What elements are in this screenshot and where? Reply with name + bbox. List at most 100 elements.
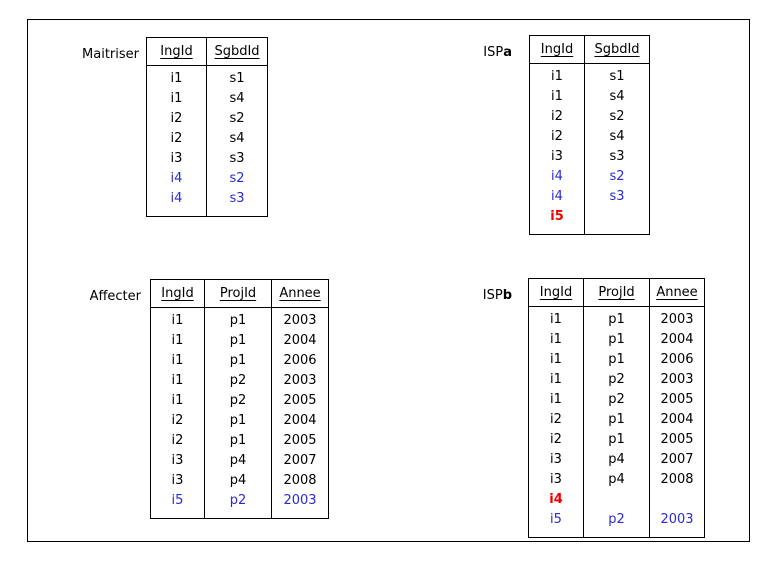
table-cell: s2 <box>206 109 268 129</box>
table-cell: i1 <box>171 313 184 328</box>
table-cell: 2003 <box>649 370 705 390</box>
table-cell: i3 <box>550 452 562 467</box>
table-row: i4 s2 <box>530 167 650 187</box>
table-cell: 2008 <box>649 470 705 490</box>
table-cell: i1 <box>171 353 184 368</box>
table-body: i1 s1 i1 s4 i2 s2 i2 s4 i3 s3 i4 s2 i4 s3 <box>147 65 268 217</box>
table-cell: 2005 <box>649 430 705 450</box>
table-label-bold-text: a <box>503 45 512 60</box>
table-header-row: IngId SgbdId <box>529 35 650 64</box>
table-cell: i1 <box>171 333 184 348</box>
table-cell: s3 <box>206 189 268 217</box>
table-header-row: IngId SgbdId <box>146 37 268 66</box>
table-cell: p1 <box>204 307 272 331</box>
table-row: i5 <box>530 207 650 235</box>
table-cell: i1 <box>171 393 184 408</box>
table-cell: s2 <box>584 167 650 187</box>
table-cell: i2 <box>551 109 563 124</box>
table-cell: i1 <box>170 71 183 86</box>
table-row: i2 p1 2005 <box>529 430 705 450</box>
table-row: i1 s1 <box>530 63 650 87</box>
table-cell: 2004 <box>271 331 329 351</box>
table-cell: i1 <box>550 352 562 367</box>
table-cell: 2006 <box>649 350 705 370</box>
table-cell: s3 <box>584 187 650 207</box>
table-cell: p4 <box>583 450 650 470</box>
table-group-ispa: ISPa IngId SgbdId i1 s1 i1 s4 i2 s2 i2 s4 i3 s3 i4 s… <box>483 35 650 235</box>
table-cell: i4 <box>549 492 563 507</box>
table-row: i2 s4 <box>147 129 268 149</box>
table-cell: 2005 <box>271 391 329 411</box>
table-row: i3 p4 2007 <box>529 450 705 470</box>
table-cell: 2004 <box>649 410 705 430</box>
table-row: i2 p1 2004 <box>529 410 705 430</box>
column-header: ProjId <box>204 279 272 308</box>
table-group-maitriser: Maitriser IngId SgbdId i1 s1 i1 s4 i2 s2 i2 s4 i3… <box>82 37 268 217</box>
table-row: i2 s2 <box>530 107 650 127</box>
table-cell: i5 <box>550 512 562 527</box>
table-label-text: Maitriser <box>82 47 139 62</box>
relation-table-ispb: IngId ProjId Annee i1 p1 2003 i1 p1 2004 i1 p1 200… <box>528 278 705 538</box>
table-cell: s3 <box>584 147 650 167</box>
column-header: IngId <box>161 286 194 301</box>
table-cell: 2003 <box>271 371 329 391</box>
table-cell: s4 <box>206 129 268 149</box>
table-cell: p2 <box>204 391 272 411</box>
table-cell: i3 <box>171 473 184 488</box>
table-cell: i3 <box>550 472 562 487</box>
table-header-row: IngId ProjId Annee <box>150 279 329 308</box>
table-cell: 2003 <box>271 307 329 331</box>
table-cell: i1 <box>171 373 184 388</box>
table-cell: p1 <box>204 431 272 451</box>
table-cell: p1 <box>583 306 650 330</box>
table-cell: i1 <box>551 69 563 84</box>
table-row: i4 <box>529 490 705 510</box>
table-cell: p4 <box>583 470 650 490</box>
table-row: i3 p4 2007 <box>151 451 329 471</box>
table-label-maitriser: Maitriser <box>82 41 139 68</box>
table-cell: i5 <box>171 493 184 508</box>
table-cell: p1 <box>583 350 650 370</box>
table-cell: p1 <box>204 411 272 431</box>
table-cell: s4 <box>584 127 650 147</box>
column-header: IngId <box>160 44 193 59</box>
table-cell: s2 <box>584 107 650 127</box>
table-cell: 2005 <box>649 390 705 410</box>
table-cell: 2008 <box>271 471 329 491</box>
table-row: i5 p2 2003 <box>529 510 705 538</box>
table-cell: p4 <box>204 451 272 471</box>
table-cell: i2 <box>550 412 562 427</box>
table-cell: i1 <box>550 392 562 407</box>
table-cell: 2003 <box>649 510 705 538</box>
table-row: i4 s2 <box>147 169 268 189</box>
table-cell: i4 <box>170 191 183 206</box>
table-cell: s4 <box>206 89 268 109</box>
table-body: i1 p1 2003 i1 p1 2004 i1 p1 2006 i1 p2 2003 i1 p2 2005… <box>151 307 329 519</box>
table-cell: 2004 <box>271 411 329 431</box>
table-cell: 2006 <box>271 351 329 371</box>
table-cell <box>649 490 705 510</box>
relation-table-ispa: IngId SgbdId i1 s1 i1 s4 i2 s2 i2 s4 i3 s3 i4 s2 i4 s3… <box>529 35 650 235</box>
column-header: SgbdId <box>584 35 650 64</box>
table-row: i1 p2 2005 <box>151 391 329 411</box>
table-row: i5 p2 2003 <box>151 491 329 519</box>
column-header: Annee <box>271 279 329 308</box>
table-cell <box>584 207 650 235</box>
column-header: ProjId <box>583 278 650 307</box>
table-group-affecter: Affecter IngId ProjId Annee i1 p1 2003 i1 p1 20… <box>90 279 329 519</box>
table-header-row: IngId ProjId Annee <box>528 278 705 307</box>
table-row: i4 s3 <box>530 187 650 207</box>
table-cell: i1 <box>550 332 562 347</box>
table-cell: p2 <box>583 390 650 410</box>
table-cell: p1 <box>583 330 650 350</box>
table-group-ispb: ISPb IngId ProjId Annee i1 p1 2003 i1 p1 2004 i1… <box>483 278 705 538</box>
table-cell: i2 <box>171 433 184 448</box>
table-cell: 2005 <box>271 431 329 451</box>
table-cell: i4 <box>170 171 183 186</box>
table-cell <box>583 490 650 510</box>
table-label-ispb: ISPb <box>483 282 512 309</box>
table-cell: s3 <box>206 149 268 169</box>
table-cell: 2004 <box>649 330 705 350</box>
table-cell: i4 <box>551 189 563 204</box>
table-row: i2 s2 <box>147 109 268 129</box>
